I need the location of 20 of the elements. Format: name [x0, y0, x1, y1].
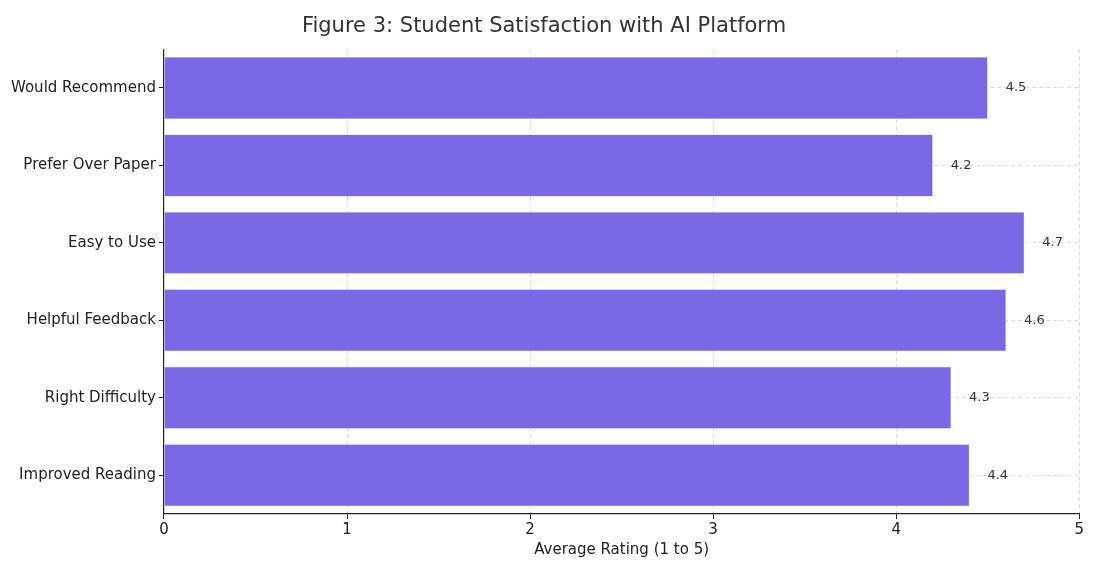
y-tick-label: Improved Reading	[19, 465, 156, 484]
data-label: 4.6	[1024, 311, 1045, 327]
x-axis-title: Average Rating (1 to 5)	[534, 539, 710, 558]
chart-title: Figure 3: Student Satisfaction with AI Platform	[301, 13, 787, 38]
data-label: 4.3	[969, 389, 990, 405]
y-tick-label: Prefer Over Paper	[23, 155, 157, 174]
y-tick-label: Would Recommend	[10, 77, 156, 96]
data-label: 4.2	[950, 156, 972, 172]
y-tick-label: Right Difficulty	[44, 387, 157, 406]
x-tick-label: 4	[891, 519, 901, 538]
x-tick-label: 2	[525, 519, 535, 538]
x-tick-label: 1	[342, 519, 352, 538]
x-tick-label: 0	[159, 519, 169, 538]
data-label: 4.4	[987, 466, 1009, 482]
data-label: 4.5	[1005, 79, 1027, 95]
y-tick-label: Helpful Feedback	[26, 310, 157, 329]
data-label: 4.7	[1042, 234, 1063, 250]
x-tick-label: 3	[708, 519, 718, 538]
y-tick-label: Easy to Use	[67, 232, 156, 251]
x-tick-label: 5	[1074, 519, 1084, 538]
